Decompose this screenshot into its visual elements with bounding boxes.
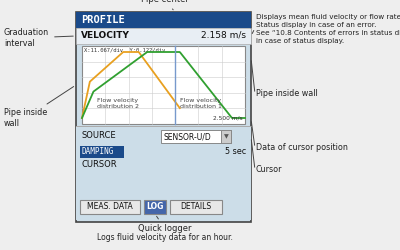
- Bar: [221, 130, 231, 143]
- Bar: [76, 28, 251, 44]
- Bar: [76, 12, 251, 28]
- Text: Flow velocity
distribution 2: Flow velocity distribution 2: [97, 98, 139, 109]
- Text: Cursor: Cursor: [256, 166, 282, 174]
- Text: Pipe inside wall: Pipe inside wall: [256, 90, 318, 98]
- Text: LOG: LOG: [146, 202, 164, 211]
- Text: Data of cursor position: Data of cursor position: [256, 144, 348, 152]
- Bar: [144, 200, 166, 214]
- Text: Quick logger: Quick logger: [138, 216, 192, 233]
- Text: 2.500 m/s: 2.500 m/s: [213, 115, 243, 120]
- Text: SENSOR-U/D: SENSOR-U/D: [164, 132, 212, 141]
- Text: VELOCITY: VELOCITY: [81, 31, 130, 40]
- Text: Displays mean fluid velocity or flow rate.
Status display in case of an error.
S: Displays mean fluid velocity or flow rat…: [256, 14, 400, 44]
- Text: SOURCE: SOURCE: [81, 131, 116, 140]
- Text: X:11.067/div  Y:0.122/div: X:11.067/div Y:0.122/div: [84, 48, 165, 53]
- Bar: [80, 146, 124, 158]
- Text: DETAILS: DETAILS: [180, 202, 212, 211]
- Text: ▼: ▼: [224, 134, 228, 140]
- Text: DAMPING: DAMPING: [82, 147, 114, 156]
- Text: Flow velocity
distribution 1: Flow velocity distribution 1: [180, 98, 222, 109]
- Text: CURSOR: CURSOR: [81, 160, 117, 169]
- Bar: [82, 46, 245, 124]
- Bar: [170, 200, 222, 214]
- Text: MEAS. DATA: MEAS. DATA: [87, 202, 133, 211]
- Text: 2.158 m/s: 2.158 m/s: [201, 31, 246, 40]
- Bar: [80, 200, 140, 214]
- Text: Pipe center: Pipe center: [141, 0, 189, 10]
- Text: Graduation
interval: Graduation interval: [4, 28, 73, 48]
- Text: PROFILE: PROFILE: [81, 15, 125, 25]
- Text: Logs fluid velocity data for an hour.: Logs fluid velocity data for an hour.: [97, 233, 233, 242]
- Bar: [161, 130, 231, 143]
- Bar: [76, 126, 251, 220]
- Bar: [76, 12, 251, 222]
- Text: Pipe inside
wall: Pipe inside wall: [4, 86, 74, 128]
- Text: 5 sec: 5 sec: [225, 147, 246, 156]
